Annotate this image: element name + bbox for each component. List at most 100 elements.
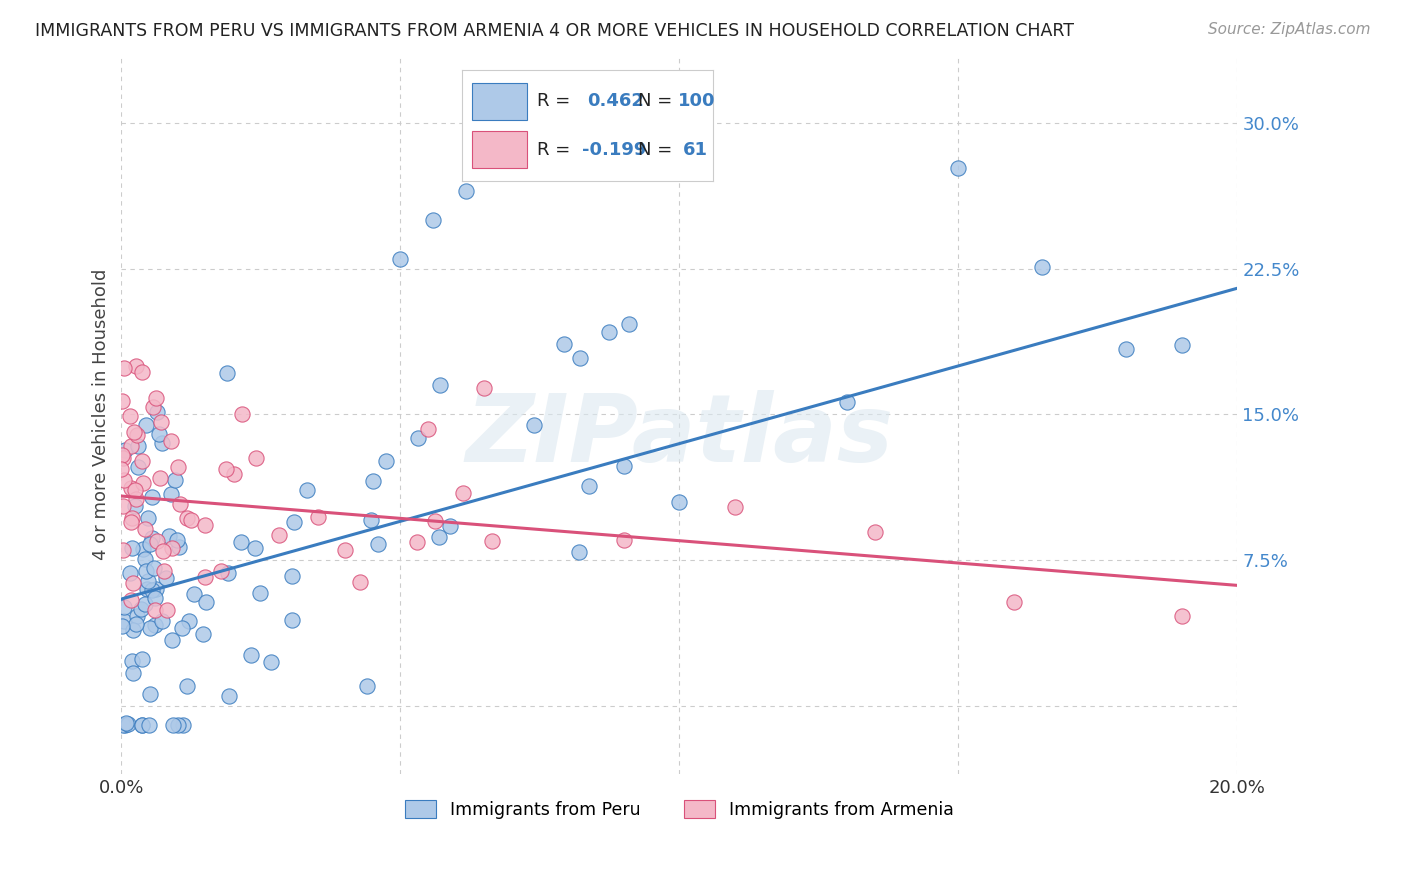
Point xyxy=(145,582,167,597)
Point xyxy=(121,654,143,668)
Text: ZIPatlas: ZIPatlas xyxy=(465,390,893,482)
Point xyxy=(112,473,135,487)
Text: Source: ZipAtlas.com: Source: ZipAtlas.com xyxy=(1208,22,1371,37)
Point xyxy=(146,534,169,549)
Point xyxy=(125,491,148,506)
Point xyxy=(132,475,155,490)
Point xyxy=(1002,595,1025,609)
Point xyxy=(613,458,636,473)
Point xyxy=(451,485,474,500)
Point xyxy=(135,418,157,433)
Point xyxy=(125,616,148,631)
Point xyxy=(617,317,640,331)
Point xyxy=(148,470,170,484)
Point xyxy=(191,627,214,641)
Point xyxy=(406,431,429,445)
Y-axis label: 4 or more Vehicles in Household: 4 or more Vehicles in Household xyxy=(93,268,110,560)
Point xyxy=(122,575,145,590)
Point xyxy=(146,405,169,419)
Point xyxy=(218,566,240,581)
Point xyxy=(124,425,146,440)
Point xyxy=(172,718,194,732)
Point xyxy=(425,514,447,528)
Point xyxy=(613,533,636,548)
Point xyxy=(139,537,162,551)
Point xyxy=(134,522,156,536)
Point xyxy=(141,531,163,545)
Point xyxy=(118,409,141,423)
Point xyxy=(295,483,318,497)
Point xyxy=(569,351,592,365)
Point xyxy=(176,679,198,693)
Point xyxy=(229,534,252,549)
Point xyxy=(367,537,389,551)
Point xyxy=(427,530,450,544)
Point xyxy=(176,510,198,524)
Point xyxy=(121,541,143,555)
Point xyxy=(269,528,291,542)
Point xyxy=(131,718,153,732)
Point xyxy=(307,510,329,524)
Point xyxy=(668,495,690,509)
Point xyxy=(135,564,157,578)
Point xyxy=(568,545,591,559)
Point xyxy=(125,428,148,442)
Point xyxy=(110,619,132,633)
Point xyxy=(112,450,135,465)
Point xyxy=(145,391,167,405)
Point xyxy=(194,517,217,532)
Point xyxy=(131,652,153,666)
Point xyxy=(120,481,142,495)
Point xyxy=(148,427,170,442)
Point xyxy=(136,574,159,588)
Point xyxy=(112,360,135,375)
Point xyxy=(169,497,191,511)
Point xyxy=(138,511,160,525)
Point xyxy=(110,462,132,476)
Point xyxy=(120,566,142,580)
Point xyxy=(160,434,183,449)
Point xyxy=(249,585,271,599)
Point xyxy=(481,534,503,549)
Point xyxy=(159,486,181,500)
Point xyxy=(131,365,153,379)
Point xyxy=(153,564,176,578)
Point xyxy=(134,597,156,611)
Point xyxy=(152,544,174,558)
Point xyxy=(141,583,163,598)
Point xyxy=(245,541,267,556)
Point xyxy=(155,571,177,585)
Point xyxy=(142,400,165,414)
Point xyxy=(429,377,451,392)
Point xyxy=(281,614,304,628)
Point xyxy=(143,618,166,632)
Point xyxy=(136,582,159,596)
Point xyxy=(422,213,444,227)
Point xyxy=(162,718,184,732)
Point xyxy=(124,483,146,498)
Point xyxy=(131,718,153,732)
Point xyxy=(456,184,478,198)
Point xyxy=(111,718,134,732)
Point xyxy=(361,474,384,488)
Point xyxy=(209,564,232,578)
Point xyxy=(349,574,371,589)
Point xyxy=(472,145,495,160)
Point xyxy=(143,603,166,617)
Point xyxy=(194,569,217,583)
Point xyxy=(170,621,193,635)
Point xyxy=(112,599,135,614)
Point xyxy=(114,443,136,458)
Point xyxy=(152,436,174,450)
Point xyxy=(138,718,160,732)
Point xyxy=(224,467,246,482)
Point xyxy=(472,381,495,395)
Point xyxy=(389,252,412,266)
Point xyxy=(150,415,173,429)
Point xyxy=(166,460,188,475)
Point xyxy=(157,529,180,543)
Point xyxy=(120,515,142,529)
Point xyxy=(418,422,440,436)
Point xyxy=(835,395,858,409)
Point xyxy=(724,500,747,514)
